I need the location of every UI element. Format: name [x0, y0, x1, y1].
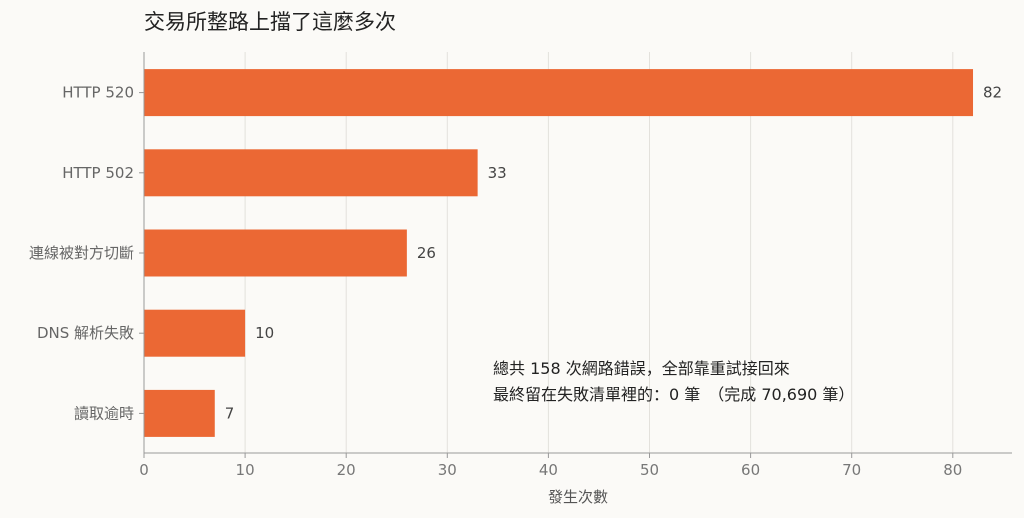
x-tick-label-60: 60 [741, 461, 760, 479]
value-label-0: 82 [983, 84, 1002, 102]
category-label-3: DNS 解析失敗 [37, 324, 134, 342]
bar-1 [144, 149, 478, 197]
x-axis-label: 發生次數 [548, 488, 608, 506]
x-tick-label-0: 0 [139, 461, 149, 479]
category-label-0: HTTP 520 [62, 84, 134, 102]
axes: 0 10 20 30 40 50 60 70 80 HTTP 520 HTTP 502 連線被對方切斷… [29, 52, 1012, 479]
bar-4 [144, 389, 215, 437]
bar-3 [144, 309, 246, 357]
value-label-2: 26 [417, 244, 436, 262]
category-label-1: HTTP 502 [62, 164, 134, 182]
category-label-2: 連線被對方切斷 [29, 244, 134, 262]
gridlines [244, 52, 954, 453]
bar-2 [144, 229, 407, 277]
x-tick-label-40: 40 [539, 461, 558, 479]
bars: 82 33 26 10 7 [144, 69, 1002, 437]
x-tick-label-10: 10 [236, 461, 255, 479]
bar-0 [144, 69, 974, 117]
value-label-1: 33 [488, 164, 507, 182]
x-tick-label-50: 50 [640, 461, 659, 479]
x-tick-label-20: 20 [337, 461, 356, 479]
category-label-4: 讀取逾時 [74, 404, 134, 422]
x-tick-label-30: 30 [438, 461, 457, 479]
chart-title: 交易所整路上擋了這麼多次 [144, 10, 396, 34]
value-label-4: 7 [225, 404, 235, 422]
x-tick-label-70: 70 [842, 461, 861, 479]
annotation-line-1: 總共 158 次網路錯誤，全部靠重試接回來 [493, 359, 790, 378]
annotation-line-2: 最終留在失敗清單裡的：0 筆 （完成 70,690 筆） [493, 385, 854, 404]
x-tick-label-80: 80 [943, 461, 962, 479]
value-label-3: 10 [255, 324, 274, 342]
